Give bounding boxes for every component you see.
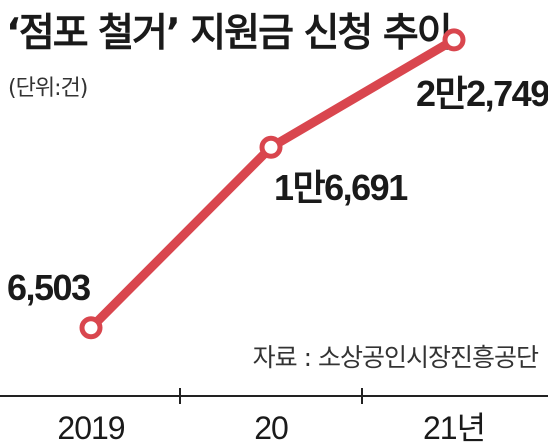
data-point (79, 316, 103, 340)
source-note: 자료 : 소상공인시장진흥공단 (253, 343, 539, 372)
unit-label: (단위:건) (8, 76, 88, 101)
data-label: 6,503 (7, 267, 90, 308)
chart-title: ‘점포 철거’ 지원금 신청 추이 (6, 11, 453, 56)
data-label: 1만6,691 (274, 167, 408, 208)
x-tick-marks (179, 388, 363, 404)
x-tick-label: 21년 (423, 410, 485, 443)
data-point-markers (79, 28, 466, 340)
x-tick-labels: 2019 20 21년 (57, 410, 486, 443)
data-labels: 6,503 1만6,691 2만2,749 (7, 73, 548, 308)
x-tick-label: 2019 (57, 410, 124, 443)
data-label: 2만2,749 (416, 73, 548, 114)
data-point (259, 135, 283, 159)
data-point (442, 28, 466, 52)
x-tick-label: 20 (254, 410, 288, 443)
